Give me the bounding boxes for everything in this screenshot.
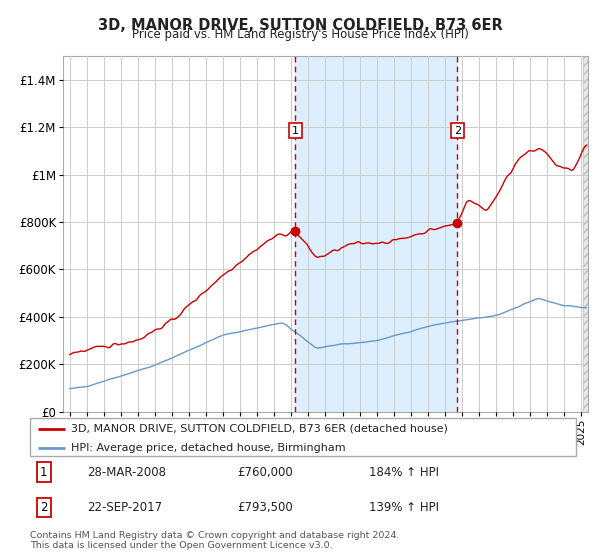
Text: 22-SEP-2017: 22-SEP-2017: [88, 501, 163, 514]
Text: HPI: Average price, detached house, Birmingham: HPI: Average price, detached house, Birm…: [71, 443, 346, 453]
Text: £793,500: £793,500: [238, 501, 293, 514]
Text: 2: 2: [454, 125, 461, 136]
Text: 1: 1: [40, 465, 47, 479]
Text: 139% ↑ HPI: 139% ↑ HPI: [368, 501, 439, 514]
Text: 2: 2: [40, 501, 47, 514]
Bar: [295, 56, 457, 412]
Text: 3D, MANOR DRIVE, SUTTON COLDFIELD, B73 6ER (detached house): 3D, MANOR DRIVE, SUTTON COLDFIELD, B73 6…: [71, 424, 448, 434]
Text: Contains HM Land Registry data © Crown copyright and database right 2024.: Contains HM Land Registry data © Crown c…: [30, 531, 400, 540]
Text: 1: 1: [292, 125, 299, 136]
FancyBboxPatch shape: [30, 418, 576, 456]
Text: 3D, MANOR DRIVE, SUTTON COLDFIELD, B73 6ER: 3D, MANOR DRIVE, SUTTON COLDFIELD, B73 6…: [98, 18, 502, 33]
Text: This data is licensed under the Open Government Licence v3.0.: This data is licensed under the Open Gov…: [30, 541, 332, 550]
Text: 28-MAR-2008: 28-MAR-2008: [88, 465, 166, 479]
Text: Price paid vs. HM Land Registry's House Price Index (HPI): Price paid vs. HM Land Registry's House …: [131, 28, 469, 41]
Text: 184% ↑ HPI: 184% ↑ HPI: [368, 465, 439, 479]
Text: £760,000: £760,000: [238, 465, 293, 479]
